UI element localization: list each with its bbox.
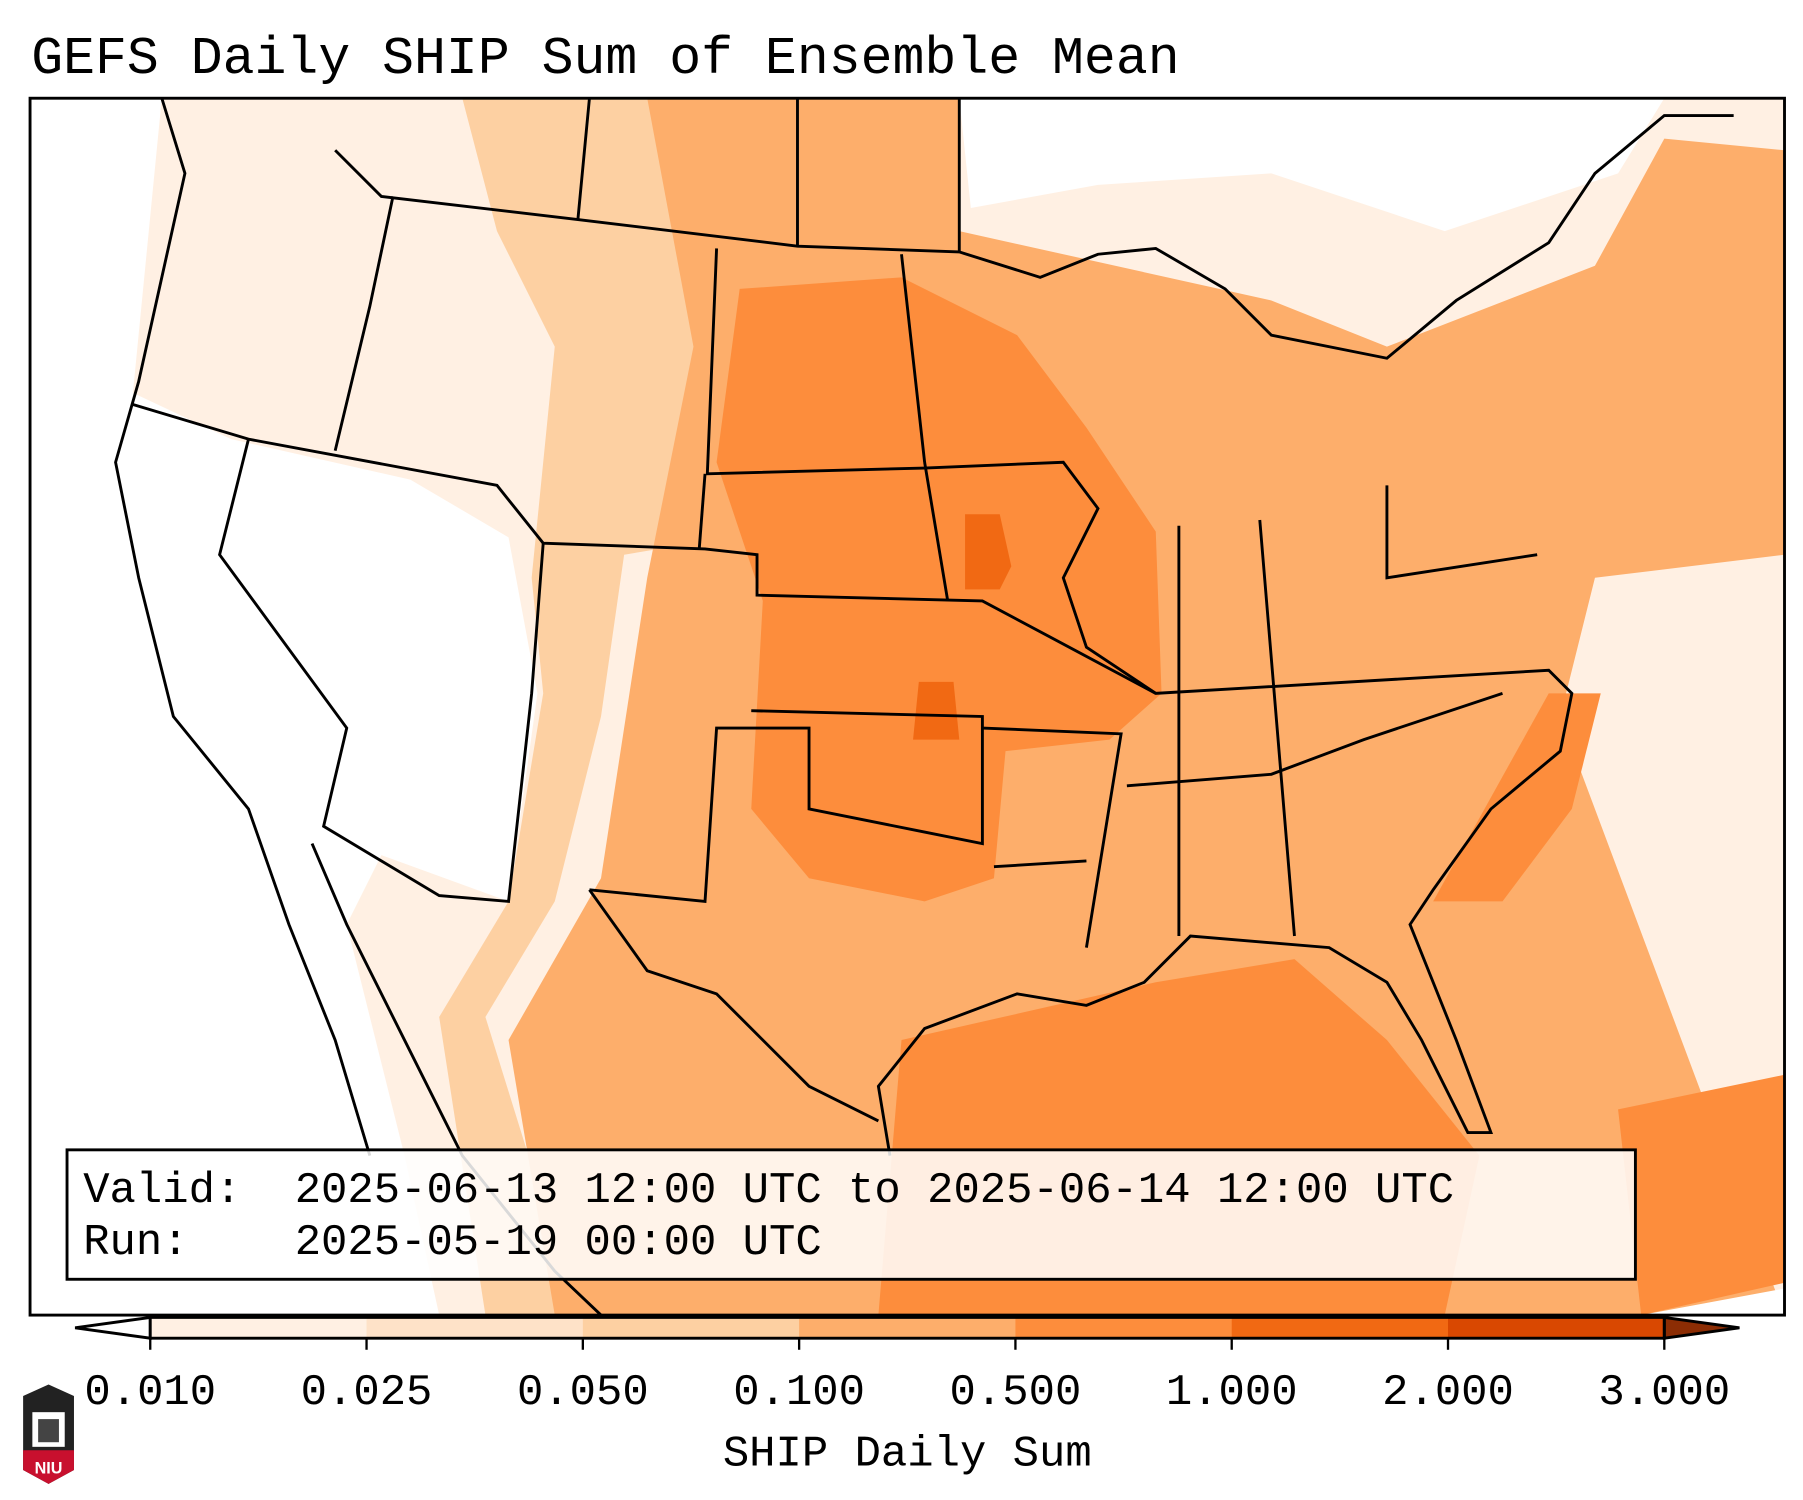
colorbar-tick-label: 0.500 — [950, 1368, 1082, 1418]
colorbar-tick-label: 0.010 — [84, 1368, 216, 1418]
figure-title: GEFS Daily SHIP Sum of Ensemble Mean — [31, 29, 1179, 89]
run-value: 2025-05-19 00:00 UTC — [295, 1218, 822, 1268]
colorbar-bin — [366, 1317, 584, 1339]
colorbar: 0.010 0.025 0.050 0.100 0.500 1.000 2.000 3.000 — [74, 1315, 1740, 1418]
colorbar-tick-label: 0.025 — [301, 1368, 433, 1418]
valid-value: 2025-06-13 12:00 UTC to 2025-06-14 12:00… — [295, 1166, 1454, 1216]
colorbar-tick-label: 3.000 — [1598, 1368, 1730, 1418]
field-none-west — [30, 98, 538, 1316]
colorbar-over-triangle — [1662, 1315, 1740, 1340]
colorbar-tick-label: 0.050 — [517, 1368, 649, 1418]
run-label: Run: — [83, 1218, 188, 1268]
logo-text: NIU — [35, 1459, 63, 1477]
colorbar-tick-label: 2.000 — [1382, 1368, 1514, 1418]
info-box: Valid: 2025-06-13 12:00 UTC to 2025-06-1… — [65, 1148, 1637, 1281]
field-high-plains — [716, 277, 1162, 902]
colorbar-bin — [1448, 1317, 1665, 1339]
map-frame — [28, 96, 1786, 1317]
colorbar-label: SHIP Daily Sum — [723, 1429, 1092, 1479]
map-panel: Valid: 2025-06-13 12:00 UTC to 2025-06-1… — [28, 96, 1786, 1317]
colorbar-tick-label: 0.100 — [733, 1368, 865, 1418]
coastline-and-borders — [114, 98, 1734, 1316]
field-high-coast — [1433, 693, 1601, 902]
colorbar-bin — [150, 1317, 368, 1339]
field-high-caribbean — [1618, 1074, 1785, 1316]
field-higher-kansas — [913, 681, 960, 740]
colorbar-bin — [1015, 1317, 1233, 1339]
colorbar-under-triangle — [74, 1315, 152, 1340]
colorbar-bin — [1231, 1317, 1449, 1339]
field-higher-iowa — [965, 514, 1012, 590]
valid-label: Valid: — [83, 1166, 241, 1216]
niu-logo: NIU — [23, 1384, 74, 1484]
colorbar-bin — [799, 1317, 1017, 1339]
colorbar-outline — [148, 1315, 1666, 1340]
colorbar-tick-label: 1.000 — [1166, 1368, 1298, 1418]
colorbar-bin — [582, 1317, 800, 1339]
field-none-northeast — [959, 98, 1665, 232]
